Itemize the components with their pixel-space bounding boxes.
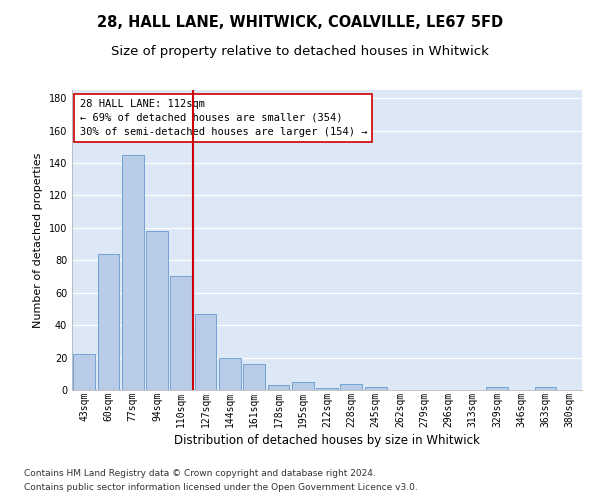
Bar [243,364,265,390]
Bar [146,231,168,390]
Bar [219,358,241,390]
Text: Contains public sector information licensed under the Open Government Licence v3: Contains public sector information licen… [24,484,418,492]
Bar [122,155,143,390]
Bar [73,354,95,390]
Bar [194,314,217,390]
Bar [268,385,289,390]
Bar [97,254,119,390]
X-axis label: Distribution of detached houses by size in Whitwick: Distribution of detached houses by size … [174,434,480,446]
Bar [292,382,314,390]
Bar [170,276,192,390]
Bar [316,388,338,390]
Bar [535,387,556,390]
Text: 28 HALL LANE: 112sqm
← 69% of detached houses are smaller (354)
30% of semi-deta: 28 HALL LANE: 112sqm ← 69% of detached h… [80,99,367,137]
Text: Size of property relative to detached houses in Whitwick: Size of property relative to detached ho… [111,45,489,58]
Bar [340,384,362,390]
Text: 28, HALL LANE, WHITWICK, COALVILLE, LE67 5FD: 28, HALL LANE, WHITWICK, COALVILLE, LE67… [97,15,503,30]
Bar [486,387,508,390]
Text: Contains HM Land Registry data © Crown copyright and database right 2024.: Contains HM Land Registry data © Crown c… [24,468,376,477]
Bar [365,387,386,390]
Y-axis label: Number of detached properties: Number of detached properties [33,152,43,328]
